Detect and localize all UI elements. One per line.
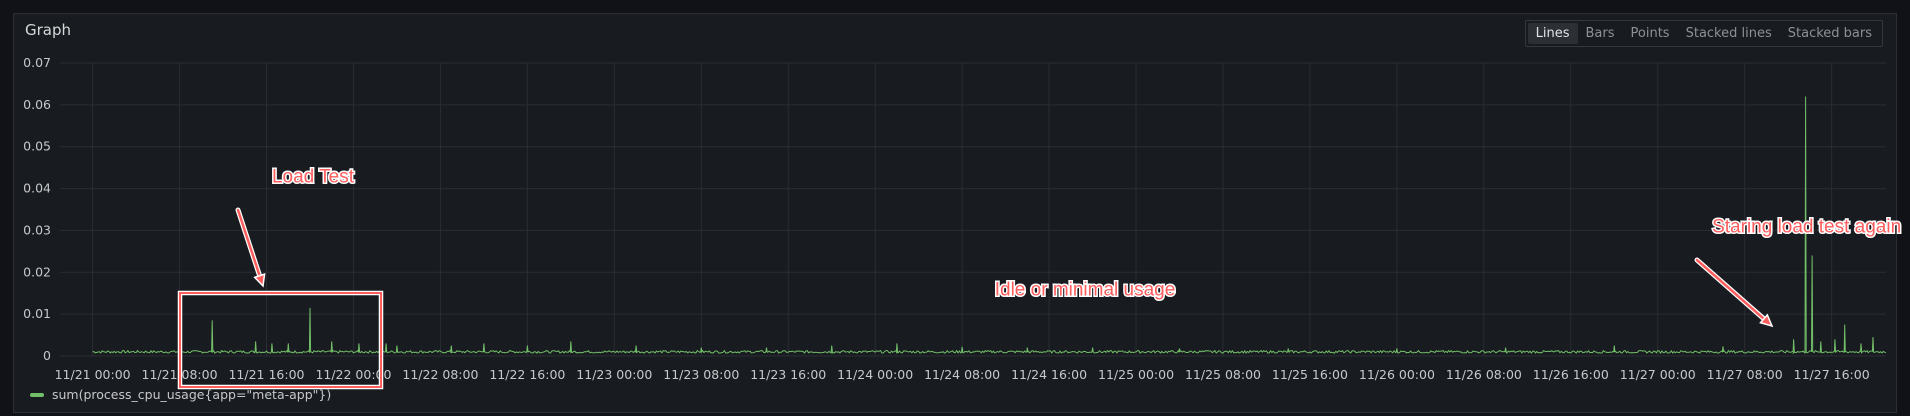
series-line: [92, 96, 1887, 355]
x-tick-label: 11/22 00:00: [315, 367, 391, 382]
y-tick-label: 0.04: [23, 181, 51, 196]
legend-series-label[interactable]: sum(process_cpu_usage{app="meta-app"}): [52, 387, 332, 402]
view-mode-toggle: Lines Bars Points Stacked lines Stacked …: [1524, 20, 1883, 47]
x-tick-label: 11/27 08:00: [1707, 367, 1783, 382]
x-tick-label: 11/21 00:00: [55, 367, 131, 382]
y-tick-label: 0.02: [23, 264, 51, 279]
x-tick-label: 11/25 00:00: [1098, 367, 1174, 382]
view-mode-lines[interactable]: Lines: [1527, 23, 1578, 44]
x-tick-label: 11/23 00:00: [576, 367, 652, 382]
load-test-arrow: [236, 208, 263, 282]
x-tick-label: 11/27 00:00: [1620, 367, 1696, 382]
y-tick-label: 0.03: [23, 222, 51, 237]
y-tick-label: 0.05: [23, 139, 51, 154]
x-tick-label: 11/25 08:00: [1185, 367, 1261, 382]
x-tick-label: 11/24 08:00: [924, 367, 1000, 382]
x-tick-label: 11/24 16:00: [1011, 367, 1087, 382]
graph-panel: Graph Lines Bars Points Stacked lines St…: [13, 13, 1897, 413]
x-tick-label: 11/26 16:00: [1533, 367, 1609, 382]
panel-title: Graph: [25, 21, 72, 39]
x-tick-label: 11/21 16:00: [228, 367, 304, 382]
view-mode-stacked-bars[interactable]: Stacked bars: [1787, 26, 1872, 41]
x-tick-label: 11/25 16:00: [1272, 367, 1348, 382]
load-test-again-arrow-head: [1759, 313, 1774, 328]
view-mode-points[interactable]: Points: [1630, 26, 1670, 41]
x-tick-label: 11/23 16:00: [750, 367, 826, 382]
load-test-again-arrow: [1695, 258, 1769, 324]
legend-series-swatch: [30, 392, 44, 397]
y-tick-label: 0.01: [23, 306, 51, 321]
x-tick-label: 11/23 08:00: [663, 367, 739, 382]
legend[interactable]: sum(process_cpu_usage{app="meta-app"}): [30, 387, 331, 402]
x-tick-label: 11/26 08:00: [1446, 367, 1522, 382]
x-tick-label: 11/24 00:00: [837, 367, 913, 382]
view-mode-stacked-lines[interactable]: Stacked lines: [1685, 26, 1772, 41]
y-tick-label: 0.06: [23, 97, 51, 112]
load-test-box: [179, 292, 382, 388]
load-test-arrow-head: [253, 273, 266, 288]
x-tick-label: 11/27 16:00: [1794, 367, 1870, 382]
x-tick-label: 11/22 08:00: [402, 367, 478, 382]
y-tick-label: 0.07: [23, 55, 51, 70]
x-tick-label: 11/22 16:00: [489, 367, 565, 382]
y-tick-label: 0: [43, 348, 51, 363]
annotation-load-test: Load Test: [272, 166, 355, 187]
annotation-idle: Idle or minimal usage: [995, 279, 1176, 300]
view-mode-bars[interactable]: Bars: [1585, 26, 1615, 41]
x-tick-label: 11/26 00:00: [1359, 367, 1435, 382]
annotation-load-test-again: Staring load test again: [1712, 217, 1901, 238]
